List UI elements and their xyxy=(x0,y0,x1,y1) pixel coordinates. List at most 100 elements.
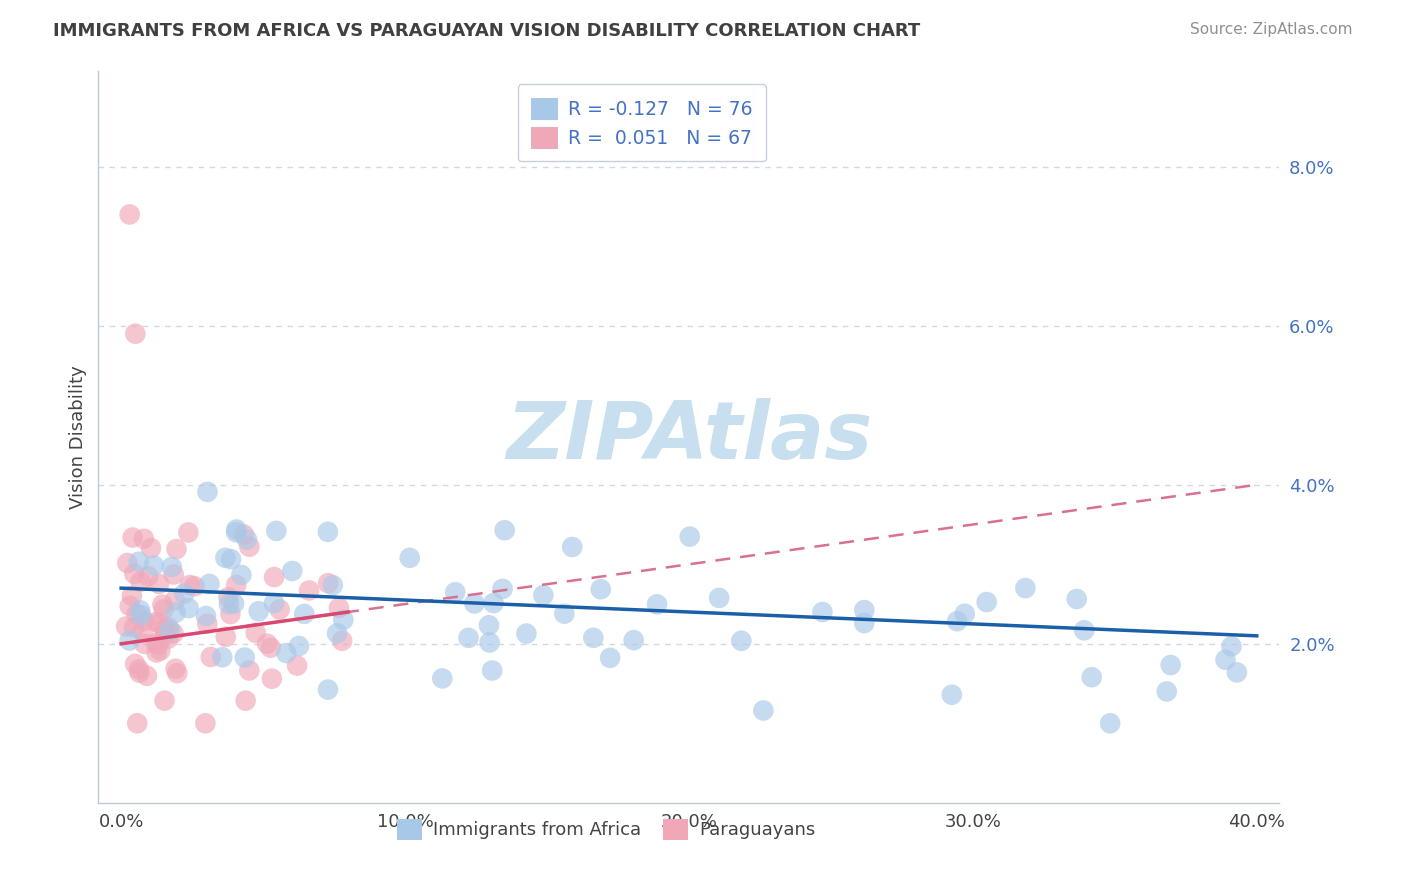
Point xyxy=(225,578,247,592)
Point xyxy=(232,527,254,541)
Point xyxy=(142,558,165,573)
Point xyxy=(166,666,188,681)
Point xyxy=(316,576,339,591)
Point xyxy=(256,637,278,651)
Point xyxy=(219,552,242,566)
Point xyxy=(269,602,291,616)
Point xyxy=(132,624,155,639)
Point xyxy=(444,585,467,599)
Point xyxy=(245,625,267,640)
Point xyxy=(162,626,184,640)
Point xyxy=(149,643,172,657)
Point xyxy=(1073,624,1095,638)
Point xyxy=(118,207,141,221)
Point xyxy=(1215,653,1237,667)
Point xyxy=(215,630,238,644)
Point xyxy=(121,589,143,603)
Point xyxy=(121,531,143,545)
Point xyxy=(194,716,217,731)
Point xyxy=(122,620,145,634)
Point xyxy=(478,635,501,649)
Point xyxy=(128,555,150,569)
Point xyxy=(160,560,183,574)
Point xyxy=(124,657,146,671)
Point xyxy=(553,607,575,621)
Point xyxy=(200,650,222,665)
Point xyxy=(124,326,146,341)
Point xyxy=(288,639,311,653)
Point xyxy=(152,602,174,616)
Point xyxy=(118,633,141,648)
Point xyxy=(811,605,834,619)
Point xyxy=(316,682,339,697)
Point xyxy=(127,716,149,731)
Point xyxy=(231,568,253,582)
Point xyxy=(247,604,270,618)
Point xyxy=(145,615,167,629)
Point xyxy=(225,523,247,537)
Point xyxy=(515,626,537,640)
Point xyxy=(117,556,139,570)
Point xyxy=(285,658,308,673)
Point xyxy=(211,650,233,665)
Point xyxy=(1220,640,1243,654)
Point xyxy=(316,524,339,539)
Point xyxy=(238,664,260,678)
Point xyxy=(853,603,876,617)
Point xyxy=(139,541,162,555)
Point xyxy=(129,574,152,589)
Point xyxy=(128,662,150,676)
Point xyxy=(730,633,752,648)
Point xyxy=(589,582,612,597)
Point xyxy=(235,693,257,707)
Point xyxy=(118,599,141,613)
Point xyxy=(128,665,150,680)
Point xyxy=(153,693,176,707)
Point xyxy=(260,672,283,686)
Point xyxy=(941,688,963,702)
Point xyxy=(946,614,969,628)
Point xyxy=(195,609,218,624)
Point xyxy=(398,550,420,565)
Point xyxy=(165,606,187,620)
Y-axis label: Vision Disability: Vision Disability xyxy=(69,365,87,509)
Point xyxy=(134,614,156,628)
Point xyxy=(561,540,583,554)
Point xyxy=(124,566,146,581)
Point xyxy=(222,597,245,611)
Point xyxy=(298,583,321,598)
Point xyxy=(976,595,998,609)
Point xyxy=(173,586,195,600)
Point xyxy=(148,637,170,651)
Point xyxy=(125,607,148,622)
Point xyxy=(166,542,188,557)
Point xyxy=(198,577,221,591)
Legend: Immigrants from Africa, Paraguayans: Immigrants from Africa, Paraguayans xyxy=(388,810,824,848)
Text: ZIPAtlas: ZIPAtlas xyxy=(506,398,872,476)
Point xyxy=(134,637,156,651)
Point xyxy=(707,591,730,605)
Point xyxy=(132,532,155,546)
Point xyxy=(135,669,157,683)
Point xyxy=(281,564,304,578)
Point xyxy=(326,626,349,640)
Point xyxy=(1160,658,1182,673)
Text: Source: ZipAtlas.com: Source: ZipAtlas.com xyxy=(1189,22,1353,37)
Point xyxy=(225,525,247,540)
Point xyxy=(491,582,513,596)
Point xyxy=(179,578,201,592)
Point xyxy=(136,569,159,583)
Point xyxy=(150,598,173,612)
Point xyxy=(214,550,236,565)
Point xyxy=(177,525,200,540)
Point xyxy=(183,579,205,593)
Point xyxy=(1099,716,1122,731)
Point xyxy=(330,633,353,648)
Point xyxy=(582,631,605,645)
Point xyxy=(148,615,170,630)
Point xyxy=(1226,665,1249,680)
Point xyxy=(432,672,454,686)
Point xyxy=(292,607,315,621)
Point xyxy=(457,631,479,645)
Point xyxy=(153,622,176,636)
